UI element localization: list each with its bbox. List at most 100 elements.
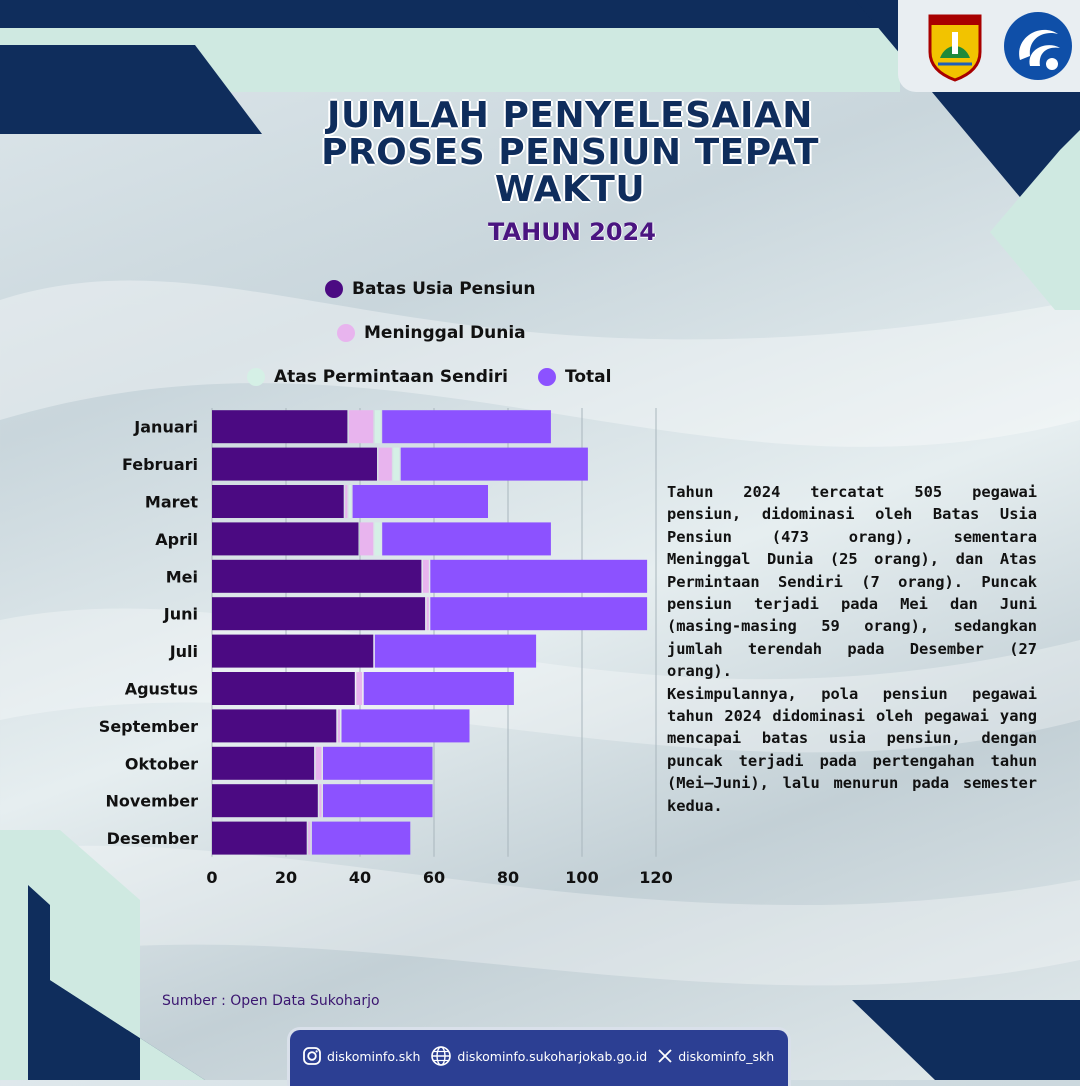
legend-atas-permintaan: Atas Permintaan Sendiri [247, 367, 508, 387]
legend-dot [325, 280, 343, 298]
bar-total [374, 634, 537, 668]
regency-logo [928, 14, 982, 82]
subtitle: TAHUN 2024 [488, 218, 656, 246]
title-line-2: PROSES PENSIUN TEPAT [321, 132, 819, 173]
bar-total [400, 447, 588, 481]
narrative-paragraph-2: Kesimpulannya, pola pensiun pegawai tahu… [667, 684, 1037, 815]
bar-atas-permintaan-sendiri [374, 410, 381, 444]
bar-batas-usia-pensiun [212, 597, 426, 631]
narrative-text: Tahun 2024 tercatat 505 pegawai pensiun,… [667, 481, 1037, 817]
legend-batas-usia: Batas Usia Pensiun [325, 279, 535, 299]
category-label: Juli [169, 642, 198, 661]
x-tick-label: 80 [497, 868, 519, 887]
category-label: Maret [145, 493, 198, 512]
bg-wave [0, 280, 1080, 447]
category-label: Februari [122, 455, 198, 474]
bottom-left-mint-strip [50, 905, 205, 1080]
footer-x-label: diskominfo_skh [678, 1048, 775, 1064]
footer-website[interactable]: diskominfo.sukoharjokab.go.id [430, 1045, 647, 1067]
x-tick-label: 20 [275, 868, 297, 887]
bar-meninggal-dunia [345, 485, 348, 518]
bar-total [341, 709, 470, 743]
bg-wave [0, 845, 1080, 986]
bar-batas-usia-pensiun [212, 784, 318, 818]
legend-label: Total [565, 367, 612, 387]
category-label: Mei [166, 567, 198, 586]
legend-dot [337, 324, 355, 342]
title-line-1: JUMLAH PENYELESAIAN [327, 95, 813, 136]
legend-meninggal: Meninggal Dunia [337, 323, 526, 343]
category-label: Agustus [125, 680, 198, 699]
bar-meninggal-dunia [319, 784, 322, 818]
legend-dot [247, 368, 265, 386]
bar-total [382, 522, 551, 556]
narrative-paragraph-1: Tahun 2024 tercatat 505 pegawai pensiun,… [667, 483, 1037, 681]
bar-meninggal-dunia [356, 672, 363, 705]
footer-website-label: diskominfo.sukoharjokab.go.id [457, 1048, 648, 1064]
category-label: Juni [163, 605, 198, 624]
legend-label: Meninggal Dunia [364, 323, 526, 343]
category-label: Januari [133, 418, 198, 437]
bar-batas-usia-pensiun [212, 485, 344, 518]
bar-total [323, 746, 433, 780]
category-label: Oktober [125, 754, 198, 773]
category-label: Desember [107, 829, 198, 848]
bar-total [363, 672, 514, 705]
top-left-navy-shape [0, 45, 262, 134]
right-mint-shape [990, 130, 1080, 310]
bar-batas-usia-pensiun [212, 410, 348, 444]
footer-x[interactable]: diskominfo_skh [657, 1048, 774, 1064]
bar-meninggal-dunia [315, 746, 322, 780]
source-note: Sumber : Open Data Sukoharjo [162, 993, 380, 1009]
legend-total: Total [538, 367, 611, 387]
x-tick-label: 120 [639, 868, 672, 887]
bar-total [430, 559, 648, 593]
bottom-left-navy-shape [28, 885, 205, 1080]
category-label: April [155, 530, 198, 549]
x-tick-label: 40 [349, 868, 371, 887]
top-navy-band [0, 0, 900, 28]
kominfo-logo [1004, 12, 1072, 80]
footer-bar: diskominfo.skh diskominfo.sukoharjokab.g… [290, 1030, 788, 1086]
bar-atas-permintaan-sendiri [374, 522, 381, 556]
bar-chart: Januari Februari Maret April Mei Juni Juli Agus… [99, 408, 673, 887]
footer-instagram-label: diskominfo.skh [327, 1048, 421, 1064]
x-tick-label: 0 [206, 868, 217, 887]
bar-batas-usia-pensiun [212, 821, 307, 855]
x-logo-icon [658, 1049, 672, 1063]
bar-batas-usia-pensiun [212, 746, 315, 780]
x-tick-label: 60 [423, 868, 445, 887]
globe-icon [431, 1046, 452, 1066]
x-tick-label: 100 [565, 868, 598, 887]
bar-meninggal-dunia [348, 410, 374, 444]
bar-batas-usia-pensiun [212, 447, 377, 481]
bar-meninggal-dunia [308, 821, 311, 855]
bar-total [352, 485, 488, 518]
instagram-icon [303, 1047, 321, 1065]
bar-batas-usia-pensiun [212, 522, 359, 556]
bar-total [311, 821, 411, 855]
bar-meninggal-dunia [337, 709, 340, 743]
bar-meninggal-dunia [426, 597, 429, 631]
legend-label: Atas Permintaan Sendiri [274, 367, 508, 387]
category-label: September [99, 717, 198, 736]
bar-total [382, 410, 551, 444]
category-label: November [105, 792, 198, 811]
bar-atas-permintaan-sendiri [393, 447, 400, 481]
bar-meninggal-dunia [360, 522, 374, 556]
footer-instagram[interactable]: diskominfo.skh [302, 1046, 420, 1066]
bar-total [323, 784, 433, 818]
bar-batas-usia-pensiun [212, 634, 374, 668]
bottom-right-navy-shape [852, 1000, 1080, 1080]
top-mint-band [0, 28, 900, 92]
title-line-3: WAKTU [494, 169, 646, 210]
bar-batas-usia-pensiun [212, 672, 355, 705]
bar-batas-usia-pensiun [212, 709, 337, 743]
legend-dot [538, 368, 556, 386]
bar-meninggal-dunia [422, 559, 429, 593]
legend-label: Batas Usia Pensiun [352, 279, 536, 299]
bar-atas-permintaan-sendiri [348, 485, 352, 518]
bar-batas-usia-pensiun [212, 559, 422, 593]
bar-total [430, 597, 648, 631]
